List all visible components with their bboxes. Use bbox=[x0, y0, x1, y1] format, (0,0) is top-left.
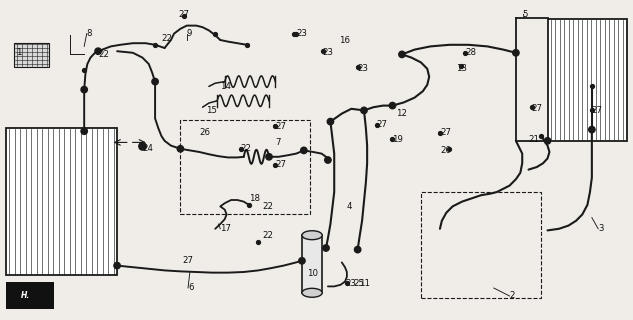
Bar bbox=[14, 43, 49, 67]
Text: 27: 27 bbox=[532, 104, 542, 113]
Text: 12: 12 bbox=[396, 109, 406, 118]
Text: 6: 6 bbox=[188, 284, 194, 292]
Text: 9: 9 bbox=[187, 29, 192, 38]
Text: 2: 2 bbox=[510, 292, 515, 300]
Text: 22: 22 bbox=[263, 231, 273, 240]
Circle shape bbox=[327, 118, 334, 125]
Bar bbox=[421, 192, 541, 298]
Bar bbox=[548, 19, 627, 141]
Circle shape bbox=[152, 78, 158, 85]
Circle shape bbox=[266, 154, 272, 160]
Text: 27: 27 bbox=[592, 106, 603, 115]
Text: 13: 13 bbox=[456, 64, 467, 73]
Bar bbox=[6, 282, 54, 309]
Circle shape bbox=[513, 50, 519, 56]
Text: 22: 22 bbox=[263, 202, 273, 211]
Text: 18: 18 bbox=[249, 194, 260, 203]
Text: 7: 7 bbox=[275, 138, 281, 147]
Text: 23: 23 bbox=[296, 29, 307, 38]
Text: 19: 19 bbox=[392, 135, 403, 144]
Bar bbox=[302, 235, 322, 293]
Text: 5: 5 bbox=[522, 10, 528, 19]
Circle shape bbox=[544, 138, 551, 144]
Text: 14: 14 bbox=[220, 82, 230, 91]
Text: 1: 1 bbox=[16, 48, 22, 57]
Text: 11: 11 bbox=[359, 279, 370, 288]
Text: 28: 28 bbox=[465, 48, 476, 57]
Text: 22: 22 bbox=[98, 50, 109, 59]
Bar bbox=[6, 128, 117, 275]
Text: 26: 26 bbox=[199, 128, 210, 137]
Circle shape bbox=[361, 107, 367, 114]
Circle shape bbox=[81, 86, 87, 93]
Text: H.: H. bbox=[21, 291, 30, 300]
Text: 27: 27 bbox=[275, 122, 286, 131]
Text: 8: 8 bbox=[87, 29, 92, 38]
Circle shape bbox=[589, 126, 595, 133]
Text: 27: 27 bbox=[179, 10, 189, 19]
Text: 23: 23 bbox=[323, 48, 334, 57]
Text: 21: 21 bbox=[529, 135, 539, 144]
Text: 16: 16 bbox=[339, 36, 350, 44]
Circle shape bbox=[301, 147, 307, 154]
Text: 27: 27 bbox=[440, 128, 451, 137]
Circle shape bbox=[389, 102, 396, 109]
Text: 3: 3 bbox=[598, 224, 604, 233]
Text: 27: 27 bbox=[182, 256, 193, 265]
Circle shape bbox=[95, 48, 101, 54]
Text: 17: 17 bbox=[220, 224, 231, 233]
Bar bbox=[180, 120, 310, 214]
Text: 22: 22 bbox=[241, 144, 251, 153]
Text: 23: 23 bbox=[345, 279, 356, 288]
Circle shape bbox=[354, 246, 361, 253]
Text: 20: 20 bbox=[440, 146, 451, 155]
Circle shape bbox=[325, 157, 331, 163]
Circle shape bbox=[139, 142, 146, 149]
Text: 15: 15 bbox=[206, 106, 216, 115]
Text: 23: 23 bbox=[358, 64, 368, 73]
Circle shape bbox=[81, 128, 87, 134]
Circle shape bbox=[114, 262, 120, 269]
Text: 27: 27 bbox=[377, 120, 387, 129]
Circle shape bbox=[399, 51, 405, 58]
Text: 24: 24 bbox=[142, 144, 153, 153]
Text: 10: 10 bbox=[307, 269, 318, 278]
Ellipse shape bbox=[302, 288, 322, 297]
Circle shape bbox=[299, 258, 305, 264]
Ellipse shape bbox=[302, 231, 322, 240]
Circle shape bbox=[323, 245, 329, 251]
Text: 4: 4 bbox=[347, 202, 353, 211]
Text: 27: 27 bbox=[275, 160, 286, 169]
Text: 25: 25 bbox=[353, 279, 364, 288]
Text: 22: 22 bbox=[161, 34, 172, 43]
Circle shape bbox=[177, 146, 184, 152]
